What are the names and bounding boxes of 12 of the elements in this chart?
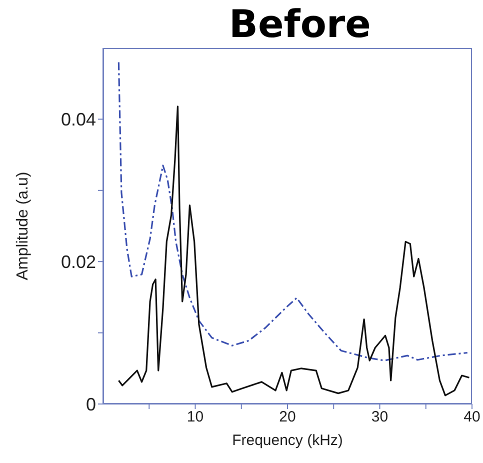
line-series: [118, 61, 468, 362]
x-tick-label: 20: [279, 408, 296, 426]
x-axis-title: Frequency (kHz): [232, 432, 343, 449]
x-tick-label: 10: [186, 408, 204, 426]
y-axis-title: Amplitude (a.u): [14, 172, 32, 280]
y-tick-label: 0: [86, 394, 96, 414]
line-series: [118, 106, 470, 396]
chart-title: Before: [228, 2, 372, 46]
x-tick-label: 40: [464, 408, 480, 426]
y-tick-label: 0.02: [60, 252, 96, 272]
x-tick-label: 30: [371, 408, 388, 426]
y-tick-label: 0.04: [60, 110, 96, 130]
